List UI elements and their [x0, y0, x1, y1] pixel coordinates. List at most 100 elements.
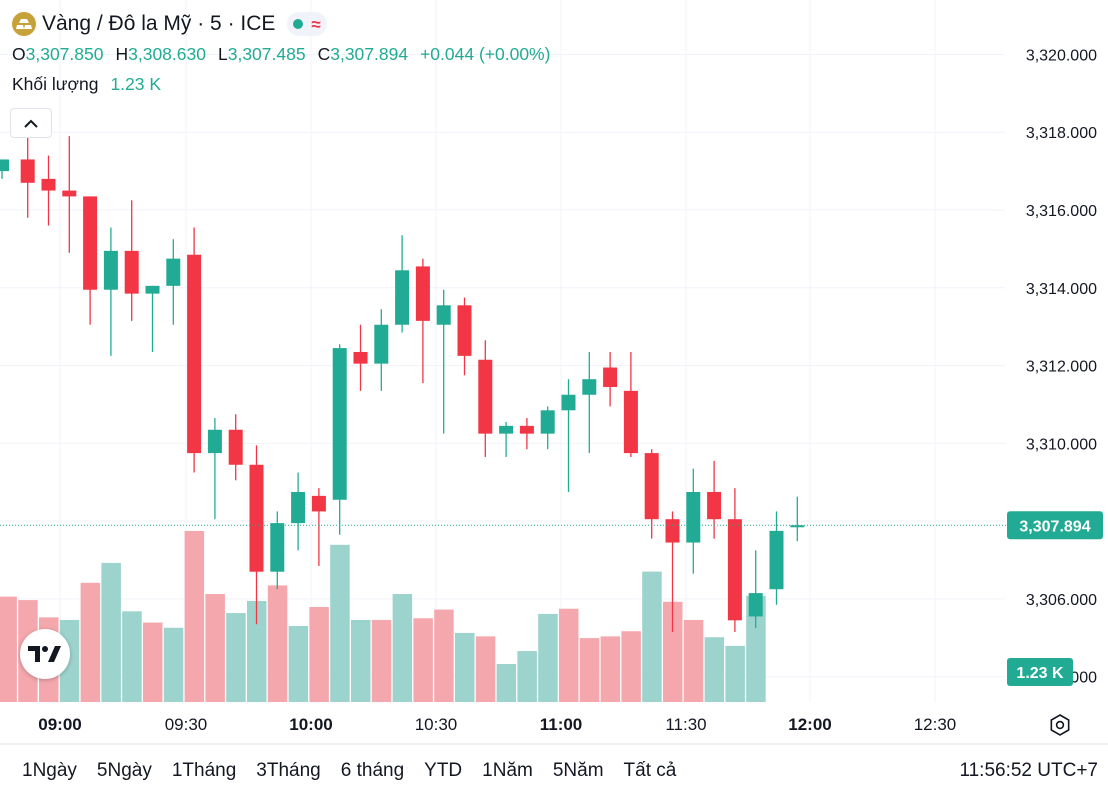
symbol-title[interactable]: Vàng / Đô la Mỹ · 5 · ICE: [42, 12, 276, 35]
price-tick-label: 3,312.000: [1026, 359, 1097, 376]
time-tick-label: 11:30: [665, 715, 706, 734]
volume-bar: [455, 632, 475, 702]
volume-bar: [288, 626, 309, 702]
price-tick-label: 3,320.000: [1026, 47, 1097, 64]
candle-body: [207, 429, 222, 454]
last-price-badge-text: 3,307.894: [1019, 518, 1090, 535]
open-label: O: [12, 43, 26, 64]
time-tick-label: 12:30: [914, 715, 957, 734]
candle-body: [790, 525, 805, 528]
candle-body: [291, 491, 306, 524]
volume-bar: [392, 594, 413, 702]
candle-body: [166, 258, 181, 286]
range-1month-button[interactable]: 1Tháng: [171, 760, 237, 781]
range-6month-button[interactable]: 6 tháng: [340, 760, 405, 781]
data-delay-icon: ≈: [311, 14, 321, 34]
price-chart[interactable]: 3,320.000 3,318.000 3,316.000 3,314.000 3,31…: [0, 0, 1108, 746]
low-value: 3,307.485: [227, 43, 306, 64]
candle: [145, 285, 160, 352]
price-tick-label: 3,316.000: [1026, 203, 1097, 220]
candle-body: [457, 305, 472, 356]
change-value: +0.044 (+0.00%): [420, 43, 551, 64]
candle: [249, 445, 264, 625]
price-tick-label: 3,306.000: [1026, 592, 1097, 609]
candle: [603, 351, 618, 407]
candle: [540, 406, 555, 450]
price-tick-label: 3,314.000: [1026, 281, 1097, 298]
range-5day-button[interactable]: 5Ngày: [96, 760, 152, 781]
candle: [707, 460, 722, 539]
volume-bar: [683, 619, 704, 702]
time-tick-label: 09:30: [165, 715, 208, 734]
candle: [166, 239, 181, 325]
candle-body: [478, 359, 493, 434]
volume-value: 1.23 K: [110, 73, 162, 94]
volume-bar: [559, 608, 579, 702]
volume-bar: [371, 619, 392, 702]
candle-body: [519, 425, 534, 434]
candle-body: [727, 519, 742, 621]
collapse-legend-button[interactable]: [10, 108, 52, 138]
volume-bar: [475, 636, 496, 702]
market-status[interactable]: ≈: [287, 12, 327, 36]
open-value: 3,307.850: [25, 43, 104, 64]
time-tick-label: 10:00: [289, 715, 332, 734]
volume-bar: [538, 613, 558, 702]
candle-body: [395, 270, 410, 325]
candle-body: [270, 523, 285, 572]
candle: [0, 159, 9, 179]
candle: [623, 351, 638, 457]
range-3month-button[interactable]: 3Tháng: [256, 760, 321, 781]
close-label: C: [317, 43, 331, 64]
range-1year-button[interactable]: 1Năm: [482, 760, 533, 781]
candle: [311, 488, 326, 566]
date-range-bar: 1Ngày 5Ngày 1Tháng 3Tháng 6 tháng YTD 1N…: [0, 746, 1108, 796]
gold-bars-icon: [12, 12, 36, 36]
candle: [62, 136, 77, 253]
time-axis[interactable]: 09:00 09:30 10:00 10:30 11:00 11:30 12:00 12:30: [0, 715, 1108, 745]
candle-body: [499, 425, 514, 434]
low-label: L: [217, 43, 228, 64]
candle-body: [374, 324, 389, 364]
range-all-button[interactable]: Tất cả: [623, 760, 677, 781]
candle: [270, 511, 285, 590]
time-tick-label: 11:00: [540, 715, 583, 734]
range-ytd-button[interactable]: YTD: [424, 760, 463, 781]
tradingview-logo[interactable]: [20, 629, 70, 679]
candle: [561, 379, 576, 492]
volume-badge-text: 1.23 K: [1016, 665, 1064, 682]
volume-bar: [143, 622, 163, 702]
axis-settings-button[interactable]: [1047, 712, 1073, 738]
timezone-clock[interactable]: 11:56:52 UTC+7: [959, 760, 1098, 781]
candle: [395, 235, 410, 333]
gear-icon: [1050, 714, 1070, 736]
high-label: H: [115, 43, 129, 64]
tradingview-logo-icon: [28, 646, 61, 662]
candle: [103, 227, 118, 356]
range-5year-button[interactable]: 5Năm: [552, 760, 604, 781]
candle-body: [748, 593, 763, 617]
high-value: 3,308.630: [128, 43, 206, 64]
candle-body: [311, 495, 326, 512]
volume-badge: [1007, 658, 1073, 686]
chart-legend: Vàng / Đô la Mỹ · 5 · ICE ≈ O 3,307.850 H…: [12, 10, 550, 98]
volume-bar: [163, 627, 184, 702]
volume-bar: [579, 638, 600, 702]
ohlc-row: O 3,307.850 H 3,308.630 L 3,307.485 C 3,307.…: [12, 40, 550, 68]
volume-bar: [351, 619, 371, 702]
candle-body: [228, 429, 243, 465]
range-1day-button[interactable]: 1Ngày: [22, 760, 77, 781]
volume-row[interactable]: Khối lượng 1.23 K: [12, 70, 550, 98]
candle: [457, 297, 472, 376]
candle: [727, 488, 742, 632]
price-axis[interactable]: 3,320.000 3,318.000 3,316.000 3,314.000 3,31…: [1026, 47, 1097, 686]
candle: [124, 200, 139, 321]
volume-bar: [330, 544, 350, 702]
candle-body: [187, 254, 202, 454]
symbol-row[interactable]: Vàng / Đô la Mỹ · 5 · ICE ≈: [12, 10, 550, 38]
candle: [207, 418, 222, 520]
volume-bar: [122, 611, 142, 702]
volume-bar: [434, 609, 454, 702]
candle: [187, 227, 202, 473]
volume-bar: [413, 618, 433, 702]
